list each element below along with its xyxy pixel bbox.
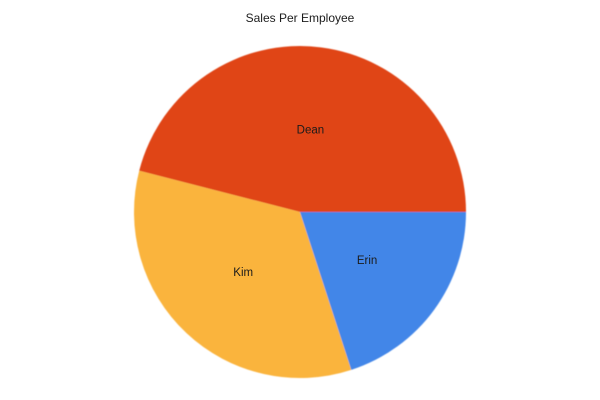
- svg-text:Kim: Kim: [233, 267, 253, 279]
- svg-text:Erin: Erin: [357, 255, 377, 267]
- svg-text:Dean: Dean: [297, 125, 325, 137]
